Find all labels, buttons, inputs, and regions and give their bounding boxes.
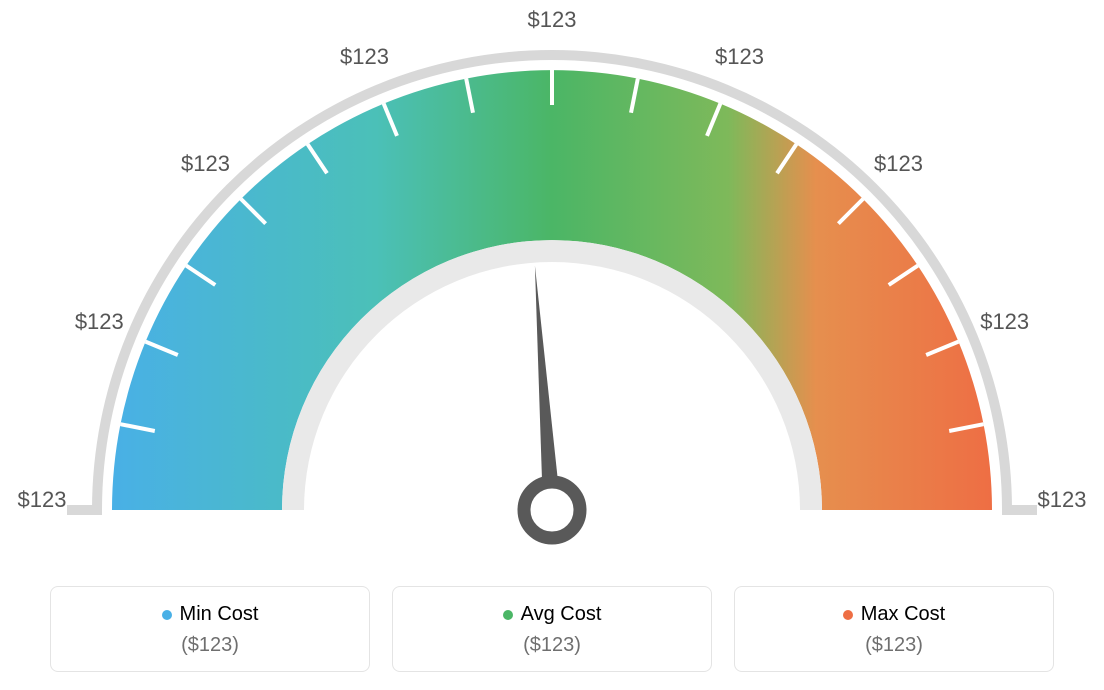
gauge-tick-label: $123	[874, 151, 923, 177]
legend-label-min: Min Cost	[180, 603, 259, 626]
gauge-tick-label: $123	[715, 44, 764, 70]
gauge-tick-label: $123	[528, 7, 577, 33]
gauge-chart: $123$123$123$123$123$123$123$123$123	[52, 10, 1052, 570]
gauge-tick-label: $123	[181, 151, 230, 177]
gauge-needle	[535, 266, 561, 511]
legend-value-min: ($123)	[61, 634, 359, 657]
dot-min	[162, 610, 172, 620]
gauge-needle-hub	[524, 482, 580, 538]
legend-label-max: Max Cost	[861, 603, 945, 626]
dot-avg	[503, 610, 513, 620]
legend-row: Min Cost ($123) Avg Cost ($123) Max Cost…	[0, 586, 1104, 672]
legend-card-avg: Avg Cost ($123)	[392, 586, 712, 672]
gauge-tick-label: $123	[980, 309, 1029, 335]
gauge-svg	[52, 10, 1052, 570]
legend-title-max: Max Cost	[745, 603, 1043, 626]
legend-value-max: ($123)	[745, 634, 1043, 657]
legend-label-avg: Avg Cost	[521, 603, 602, 626]
legend-card-min: Min Cost ($123)	[50, 586, 370, 672]
gauge-tick-label: $123	[18, 487, 67, 513]
legend-card-max: Max Cost ($123)	[734, 586, 1054, 672]
dot-max	[843, 610, 853, 620]
gauge-tick-label: $123	[1038, 487, 1087, 513]
legend-title-avg: Avg Cost	[403, 603, 701, 626]
gauge-tick-label: $123	[75, 309, 124, 335]
gauge-tick-label: $123	[340, 44, 389, 70]
legend-title-min: Min Cost	[61, 603, 359, 626]
legend-value-avg: ($123)	[403, 634, 701, 657]
